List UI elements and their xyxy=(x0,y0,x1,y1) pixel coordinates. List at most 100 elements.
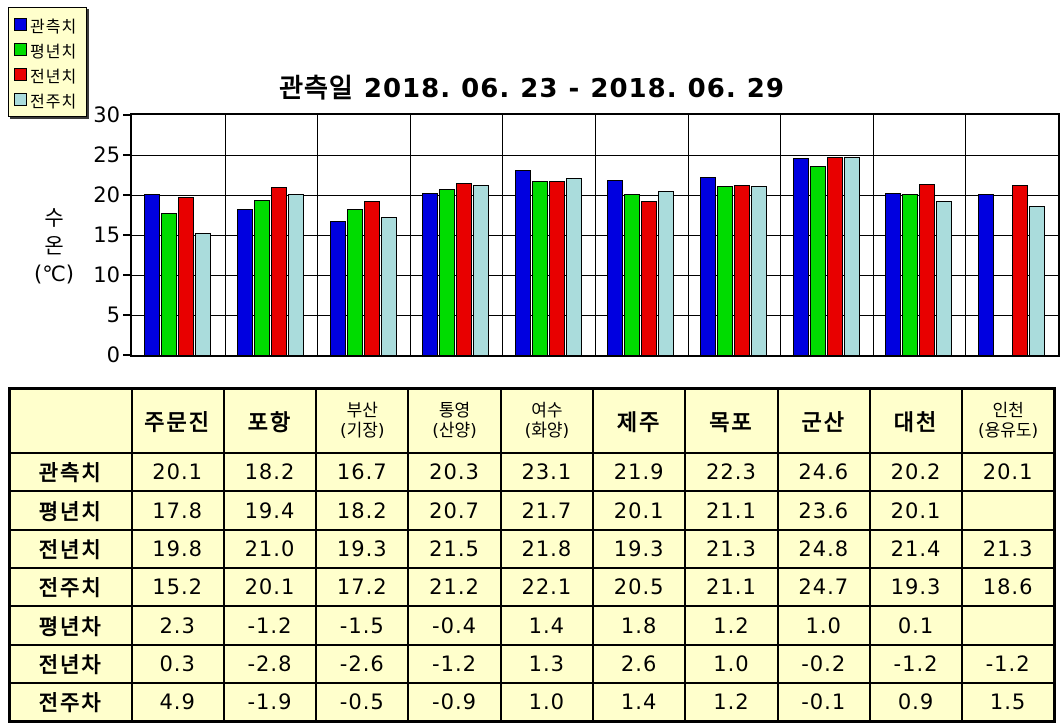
bar-전주치-주문진 xyxy=(195,233,212,355)
bar-평년치-여수(화양) xyxy=(531,181,548,355)
bar-전년치-포항 xyxy=(270,187,287,355)
bar-관측치-주문진 xyxy=(144,194,161,355)
table-cell: -2.6 xyxy=(315,643,410,685)
table-cell: 19.3 xyxy=(591,528,687,570)
table-row-관측치: 관측치 20.1 18.2 16.7 20.3 23.1 21.9 22.3 24.6 20.2 2… xyxy=(8,452,1056,493)
y-tick-mark xyxy=(123,154,130,156)
table-header-row: 주문진 포항 부산 (기장) 통영 (산양) 여수 (화양) 제주 목포 군산 대천 인천 (용유도) xyxy=(8,387,1056,455)
column-header-여수(화양): 여수 (화양) xyxy=(499,387,594,455)
table-cell: 20.3 xyxy=(407,452,502,493)
bar-전주치-포항 xyxy=(287,194,304,355)
legend-label: 관측치 xyxy=(30,16,78,36)
legend-swatch-전년치 xyxy=(14,68,27,81)
table-cell xyxy=(961,490,1056,531)
bar-전년치-여수(화양) xyxy=(548,181,565,355)
table-cell: -1.2 xyxy=(222,605,318,646)
bar-관측치-포항 xyxy=(236,209,253,355)
table-cell: 2.3 xyxy=(130,605,225,646)
table-cell: -0.9 xyxy=(407,682,502,723)
bar-관측치-통영(산양) xyxy=(422,193,439,355)
y-axis-title-line: (℃) xyxy=(34,262,74,286)
bar-chart-plot-area xyxy=(130,113,1060,357)
column-header-통영(산양): 통영 (산양) xyxy=(407,387,502,455)
category-separator xyxy=(687,115,689,355)
table-cell: -0.1 xyxy=(776,682,871,723)
row-label-전년차: 전년차 xyxy=(8,643,133,685)
row-label-평년차: 평년차 xyxy=(8,605,133,646)
category-separator xyxy=(317,115,319,355)
table-cell xyxy=(961,605,1056,646)
table-cell: 24.7 xyxy=(776,567,871,608)
table-cell: 1.2 xyxy=(684,682,779,723)
table-cell: -1.2 xyxy=(868,643,964,685)
bar-전년치-주문진 xyxy=(178,197,195,355)
table-cell: -1.2 xyxy=(961,643,1056,685)
legend-label: 평년치 xyxy=(30,41,78,61)
bar-관측치-부산(기장) xyxy=(329,221,346,355)
table-corner-cell xyxy=(8,387,133,455)
table-cell: 1.4 xyxy=(591,682,687,723)
table-row-전년차: 전년차 0.3 -2.8 -2.6 -1.2 1.3 2.6 1.0 -0.2 -1.2 -1.2 xyxy=(8,643,1056,685)
table-cell: -1.5 xyxy=(315,605,410,646)
table-cell: -0.2 xyxy=(776,643,871,685)
row-label-전년치: 전년치 xyxy=(8,528,133,570)
table-cell: 18.2 xyxy=(315,490,410,531)
table-cell: 24.6 xyxy=(776,452,871,493)
bar-전년치-대천 xyxy=(919,184,936,355)
chart-legend: 관측치 평년치 전년치 전주치 xyxy=(8,7,88,117)
y-tick-mark xyxy=(123,274,130,276)
table-cell: 22.1 xyxy=(499,567,594,608)
table-cell: 20.5 xyxy=(591,567,687,608)
category-separator xyxy=(595,115,596,355)
bar-관측치-인천(용유도) xyxy=(977,194,994,355)
category-separator xyxy=(502,115,504,355)
table-cell: 21.2 xyxy=(407,567,502,608)
legend-label: 전주치 xyxy=(30,91,78,111)
bar-평년치-제주 xyxy=(624,194,641,355)
table-cell: 20.7 xyxy=(407,490,502,531)
y-tick-label: 30 xyxy=(93,103,120,127)
table-cell: 21.5 xyxy=(407,528,502,570)
table-cell: 1.0 xyxy=(776,605,871,646)
bar-전주치-목포 xyxy=(750,186,767,355)
bar-전년치-목포 xyxy=(733,185,750,355)
table-cell: 17.8 xyxy=(130,490,225,531)
column-header-목포: 목포 xyxy=(684,387,779,455)
y-axis-title-line: 온 xyxy=(44,234,64,258)
table-row-평년차: 평년차 2.3 -1.2 -1.5 -0.4 1.4 1.8 1.2 1.0 0.1 xyxy=(8,605,1056,646)
category-separator xyxy=(780,115,782,355)
column-header-대천: 대천 xyxy=(868,387,964,455)
table-cell: -1.2 xyxy=(407,643,502,685)
table-cell: 18.2 xyxy=(222,452,318,493)
table-cell: 24.8 xyxy=(776,528,871,570)
table-cell: -0.4 xyxy=(407,605,502,646)
row-label-평년치: 평년치 xyxy=(8,490,133,531)
table-cell: 20.1 xyxy=(130,452,225,493)
table-row-전주치: 전주치 15.2 20.1 17.2 21.2 22.1 20.5 21.1 24.7 19.3 1… xyxy=(8,567,1056,608)
table-cell: 21.7 xyxy=(499,490,594,531)
bar-평년치-통영(산양) xyxy=(439,189,456,355)
table-cell: 2.6 xyxy=(591,643,687,685)
temperature-table: 주문진 포항 부산 (기장) 통영 (산양) 여수 (화양) 제주 목포 군산 대천 인천 (용유도) 관측… xyxy=(8,387,1056,723)
bar-전년치-인천(용유도) xyxy=(1011,185,1028,355)
bar-전년치-군산 xyxy=(826,157,843,355)
table-cell: 21.1 xyxy=(684,490,779,531)
table-cell: 0.3 xyxy=(130,643,225,685)
table-cell: 17.2 xyxy=(315,567,410,608)
table-cell: 20.1 xyxy=(222,567,318,608)
row-label-관측치: 관측치 xyxy=(8,452,133,493)
y-tick-mark xyxy=(123,354,130,356)
row-label-전주치: 전주치 xyxy=(8,567,133,608)
table-cell: 21.8 xyxy=(499,528,594,570)
row-label-전주차: 전주차 xyxy=(8,682,133,723)
table-cell: 22.3 xyxy=(684,452,779,493)
column-header-제주: 제주 xyxy=(591,387,687,455)
table-cell: 0.1 xyxy=(868,605,964,646)
table-cell: 1.0 xyxy=(684,643,779,685)
bar-전주치-여수(화양) xyxy=(565,178,582,355)
bar-전주치-통영(산양) xyxy=(473,185,490,355)
bar-전주치-대천 xyxy=(936,201,953,355)
chart-title: 관측일 2018. 06. 23 - 2018. 06. 29 xyxy=(279,74,785,104)
legend-swatch-관측치 xyxy=(14,18,27,31)
